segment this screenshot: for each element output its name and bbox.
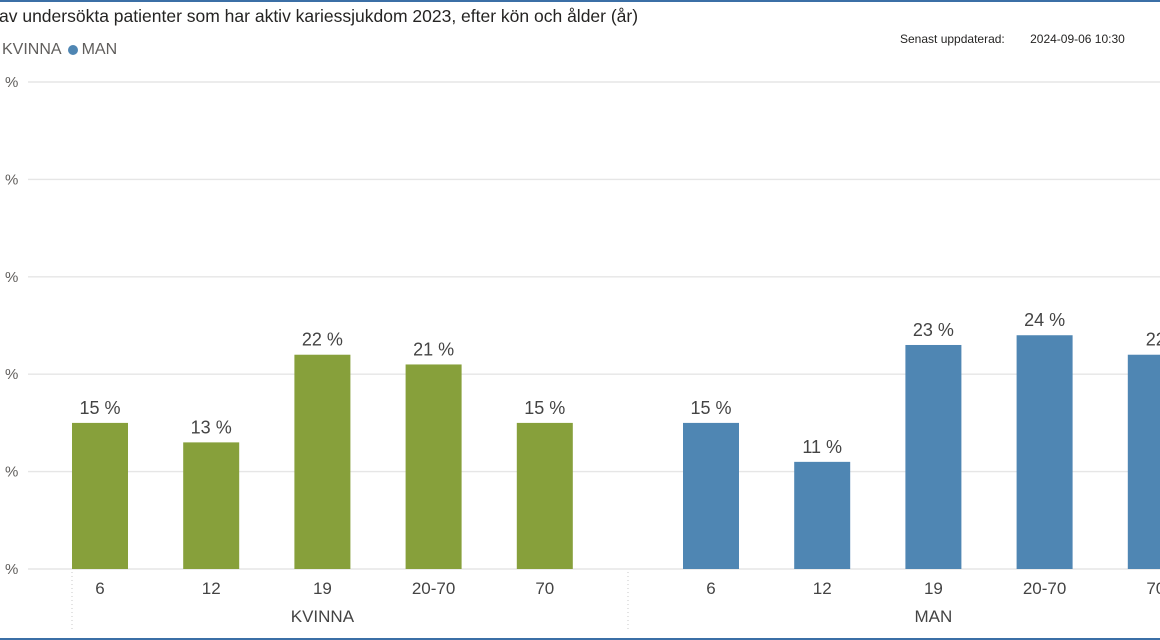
data-label: 15 % bbox=[524, 398, 565, 418]
x-tick-label: 20-70 bbox=[412, 579, 455, 598]
bar bbox=[72, 422, 128, 569]
y-tick-label: % bbox=[5, 561, 18, 578]
data-label: 21 % bbox=[413, 339, 454, 359]
chart-title: av undersökta patienter som har aktiv ka… bbox=[0, 6, 639, 26]
y-tick-label: % bbox=[5, 74, 18, 91]
y-tick-label: % bbox=[5, 171, 18, 188]
x-tick-label: 70 bbox=[1146, 579, 1160, 598]
x-tick-label: 20-70 bbox=[1023, 579, 1066, 598]
data-label: 22 bbox=[1146, 330, 1160, 350]
data-label: 15 % bbox=[690, 398, 731, 418]
legend: KVINNA MAN bbox=[0, 41, 123, 59]
top-border bbox=[0, 0, 1160, 2]
x-tick-label: 12 bbox=[813, 579, 832, 598]
bar bbox=[183, 442, 240, 569]
bar bbox=[905, 344, 962, 569]
legend-label-kvinna: KVINNA bbox=[2, 41, 62, 58]
data-label: 24 % bbox=[1024, 310, 1065, 330]
last-updated: Senast uppdaterad: 2024-09-06 10:30 bbox=[900, 32, 1125, 46]
data-label: 11 % bbox=[802, 437, 842, 457]
x-group-label: MAN bbox=[915, 607, 953, 626]
bar bbox=[294, 354, 351, 569]
bar bbox=[683, 422, 739, 569]
x-tick-label: 19 bbox=[313, 579, 332, 598]
data-label: 13 % bbox=[191, 417, 232, 437]
legend-label-man: MAN bbox=[81, 41, 118, 58]
last-updated-value: 2024-09-06 10:30 bbox=[1030, 32, 1125, 46]
data-label: 15 % bbox=[79, 398, 120, 418]
bar bbox=[794, 461, 851, 569]
y-tick-label: % bbox=[5, 366, 18, 383]
bar bbox=[516, 422, 573, 569]
y-tick-label: % bbox=[5, 269, 18, 286]
x-group-label: KVINNA bbox=[291, 607, 355, 626]
last-updated-label: Senast uppdaterad: bbox=[900, 32, 1005, 46]
data-label: 23 % bbox=[913, 320, 954, 340]
legend-marker-man bbox=[67, 45, 78, 55]
x-tick-label: 70 bbox=[535, 579, 554, 598]
bar bbox=[1016, 335, 1073, 569]
y-tick-label: % bbox=[5, 464, 18, 481]
x-tick-label: 19 bbox=[924, 579, 943, 598]
x-tick-label: 12 bbox=[202, 579, 221, 598]
data-label: 22 % bbox=[302, 330, 343, 350]
bottom-border bbox=[0, 638, 1160, 640]
bar bbox=[1127, 354, 1160, 569]
x-tick-label: 6 bbox=[706, 579, 715, 598]
x-tick-label: 6 bbox=[95, 579, 104, 598]
bar bbox=[405, 364, 462, 569]
legend-item-man[interactable]: MAN bbox=[67, 41, 118, 59]
legend-item-kvinna[interactable]: KVINNA bbox=[0, 41, 62, 59]
